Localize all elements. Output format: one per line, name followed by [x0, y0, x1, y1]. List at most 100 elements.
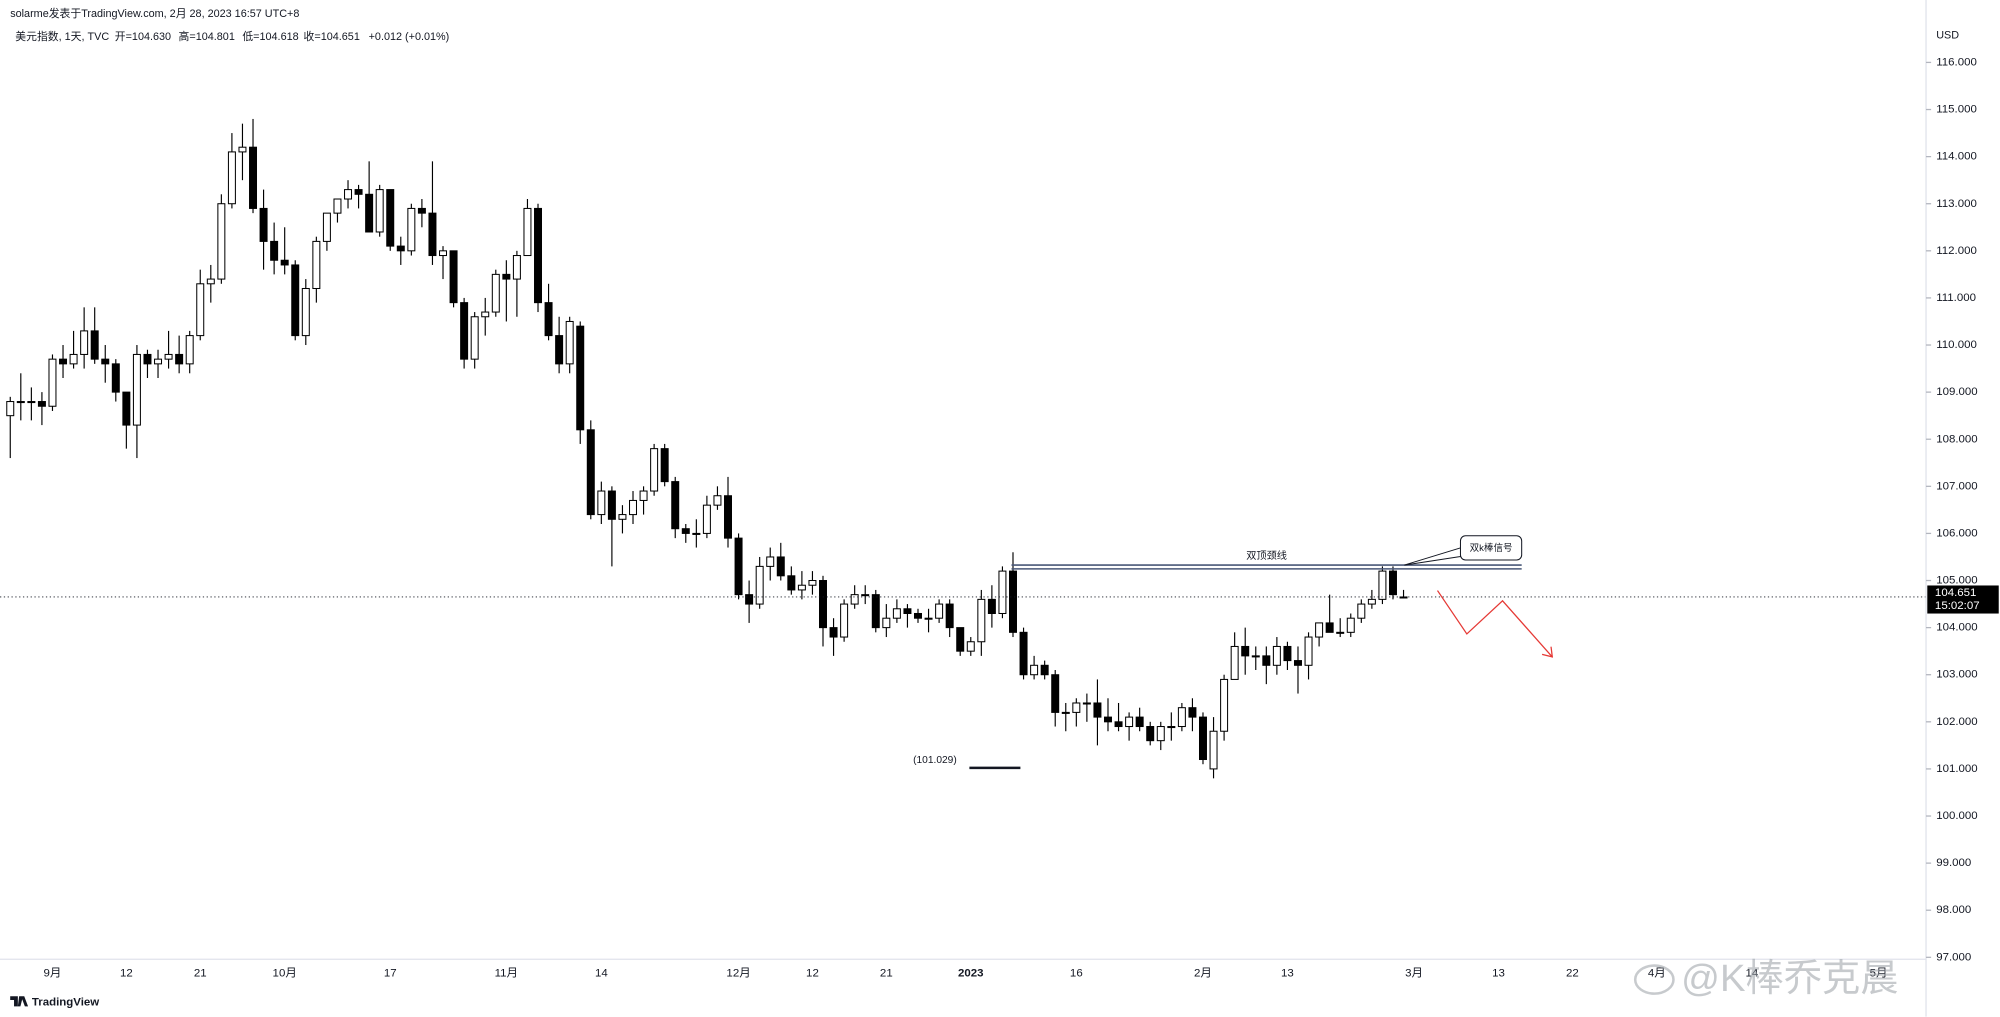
candle-body — [523, 207, 532, 257]
brand: TradingView — [10, 996, 99, 1009]
candle-body — [1051, 674, 1060, 713]
candle-body — [460, 302, 469, 360]
candle-body — [90, 330, 99, 360]
last-price-label: 104.651 — [1935, 587, 1976, 599]
candle-body — [935, 603, 944, 619]
ohlc-change: +0.012 (+0.01%) — [369, 31, 450, 43]
brand-name: TradingView — [32, 997, 99, 1009]
x-tick-label: 13 — [1281, 967, 1294, 979]
x-tick-label: 11月 — [495, 967, 518, 979]
candle-body — [291, 264, 300, 337]
candle-body — [439, 250, 448, 257]
x-tick-label: 2023 — [958, 967, 984, 979]
candle-body — [924, 617, 933, 620]
candle-body — [502, 273, 511, 280]
candle-body — [977, 598, 986, 643]
candle-body — [375, 189, 384, 233]
candle-body — [481, 311, 490, 318]
candle-body — [259, 207, 268, 242]
x-tick-label: 21 — [194, 967, 207, 979]
candle-body — [164, 353, 173, 360]
candle-body — [629, 499, 638, 516]
candle-body — [850, 594, 859, 605]
candle-body — [871, 594, 880, 629]
low-mark-label: (101.029) — [913, 755, 957, 766]
candle-body — [154, 358, 163, 365]
candle-body — [1262, 655, 1271, 666]
candle-body — [470, 316, 479, 360]
candle-body — [734, 537, 743, 596]
candle-body — [48, 358, 57, 407]
candle-body — [1388, 570, 1397, 596]
ohlc-close: 收=104.651 — [304, 29, 360, 43]
x-tick-label: 14 — [595, 967, 608, 979]
candle-body — [745, 594, 754, 605]
candle-body — [1019, 631, 1028, 676]
candle-body — [354, 189, 363, 195]
projection-path — [1436, 590, 1553, 658]
x-tick-label: 10月 — [273, 967, 297, 979]
candle-body — [671, 481, 680, 530]
candle-body — [650, 448, 659, 492]
candle-body — [1114, 721, 1123, 728]
candle-body — [1220, 678, 1229, 732]
candle-body — [417, 207, 426, 214]
candle-body — [713, 495, 722, 506]
candle-body — [1093, 702, 1102, 718]
candle-body — [840, 603, 849, 638]
watermark-text: @K棒乔克晨 — [1681, 957, 1898, 1000]
candle-body — [829, 627, 838, 638]
candle-body — [1315, 622, 1324, 638]
y-tick-label: 106.000 — [1936, 527, 1977, 539]
candle-body — [217, 203, 226, 280]
candle-body — [449, 250, 458, 304]
candle-body — [998, 570, 1007, 615]
y-tick-label: 101.000 — [1936, 763, 1977, 775]
candle-body — [344, 189, 353, 200]
candle-body — [386, 189, 395, 247]
candle-body — [1378, 570, 1387, 600]
candle-body — [1135, 716, 1144, 728]
candle-body — [1346, 617, 1355, 633]
candle-body — [787, 575, 796, 591]
callout-pointer — [1404, 545, 1467, 566]
candle-body — [1146, 726, 1155, 742]
candle-body — [1325, 622, 1334, 633]
candle-body — [956, 627, 965, 652]
candle-body — [16, 401, 25, 404]
brand-logo — [10, 996, 29, 1007]
x-tick-label: 13 — [1492, 967, 1505, 979]
candle-body — [966, 641, 975, 652]
x-tick-label: 12 — [806, 967, 819, 979]
candle-body — [512, 255, 521, 280]
candle-body — [365, 193, 374, 233]
candle-body — [892, 608, 901, 619]
candle-body — [882, 617, 891, 629]
y-tick-label: 105.000 — [1936, 575, 1977, 587]
candle-body — [607, 490, 616, 520]
candle-body — [808, 580, 817, 586]
candle-body — [1198, 716, 1207, 761]
y-tick-label: 103.000 — [1936, 669, 1977, 681]
candle-body — [618, 514, 627, 520]
candle-body — [270, 240, 279, 261]
candle-body — [724, 495, 732, 539]
candle-body — [1040, 664, 1049, 676]
candle-body — [1188, 707, 1197, 718]
plot-area — [0, 118, 1927, 779]
neckline-label: 双顶颈线 — [1246, 549, 1287, 562]
candle-body — [407, 207, 416, 252]
y-tick-label: 107.000 — [1936, 480, 1977, 492]
x-tick-label: 21 — [880, 967, 893, 979]
x-tick-label: 9月 — [44, 967, 62, 979]
candle-body — [1251, 655, 1260, 658]
candle-body — [143, 353, 152, 365]
candle-body — [1177, 707, 1186, 728]
countdown-label: 15:02:07 — [1935, 600, 1980, 612]
candle-body — [534, 207, 543, 304]
candle-body — [945, 603, 954, 629]
candle-body — [396, 245, 405, 252]
candle-body — [1156, 726, 1165, 742]
